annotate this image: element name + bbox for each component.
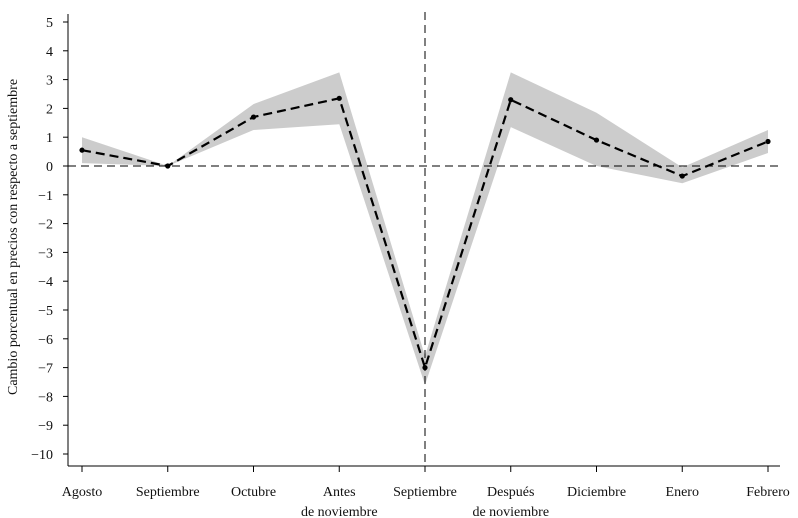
y-axis-title: Cambio porcentual en precios con respect… (6, 79, 21, 395)
y-tick-label: −9 (38, 419, 53, 434)
x-tick-label: Antes de noviembre (301, 485, 378, 518)
x-tick-label-line: Enero (666, 485, 699, 500)
x-tick-label-line: Diciembre (567, 485, 626, 500)
x-tick-label-line: Octubre (231, 485, 276, 500)
x-tick-label: Enero (666, 485, 699, 500)
data-point (679, 173, 685, 179)
y-tick-label: −1 (38, 189, 53, 204)
data-point (422, 365, 428, 371)
y-tick-label: 1 (46, 131, 53, 146)
y-tick-label: 0 (46, 160, 53, 175)
x-tick-label-line: de noviembre (301, 505, 378, 518)
x-tick-label: Diciembre (567, 485, 626, 500)
y-tick-label: −5 (38, 304, 53, 319)
x-tick-label-line: Antes (323, 485, 356, 500)
x-tick-label: Agosto (62, 485, 102, 500)
y-tick-label: −4 (38, 275, 53, 290)
confidence-band (82, 72, 768, 385)
x-tick-label-line: Septiembre (393, 485, 457, 500)
x-tick-label-line: de noviembre (472, 505, 549, 518)
x-tick-label-line: Septiembre (136, 485, 200, 500)
data-point (165, 163, 171, 169)
data-point (765, 138, 771, 145)
data-point (336, 95, 342, 101)
y-tick-label: −10 (31, 448, 53, 463)
data-point (79, 147, 85, 153)
x-tick-label: Octubre (231, 485, 276, 500)
x-tick-label: Febrero (746, 485, 790, 500)
x-tick-label: Septiembre (136, 485, 200, 500)
y-tick-label: −6 (38, 333, 53, 348)
data-point (250, 114, 257, 120)
y-tick-label: −2 (38, 218, 53, 233)
y-tick-label: −3 (38, 246, 53, 261)
y-tick-label: 4 (46, 45, 53, 60)
y-tick-label: −7 (38, 362, 53, 377)
x-tick-label: Septiembre (393, 485, 457, 500)
y-tick-label: −8 (38, 390, 53, 405)
data-point (593, 137, 600, 143)
x-tick-label-line: Después (487, 485, 534, 500)
series-line (81, 97, 769, 369)
y-tick-label: 5 (46, 16, 53, 31)
y-tick-label: 3 (46, 74, 53, 89)
x-tick-label-line: Febrero (746, 485, 790, 500)
x-tick-label: Después de noviembre (472, 485, 549, 518)
y-tick-label: 2 (46, 102, 53, 117)
x-tick-label-line: Agosto (62, 485, 102, 500)
data-point (508, 97, 514, 103)
